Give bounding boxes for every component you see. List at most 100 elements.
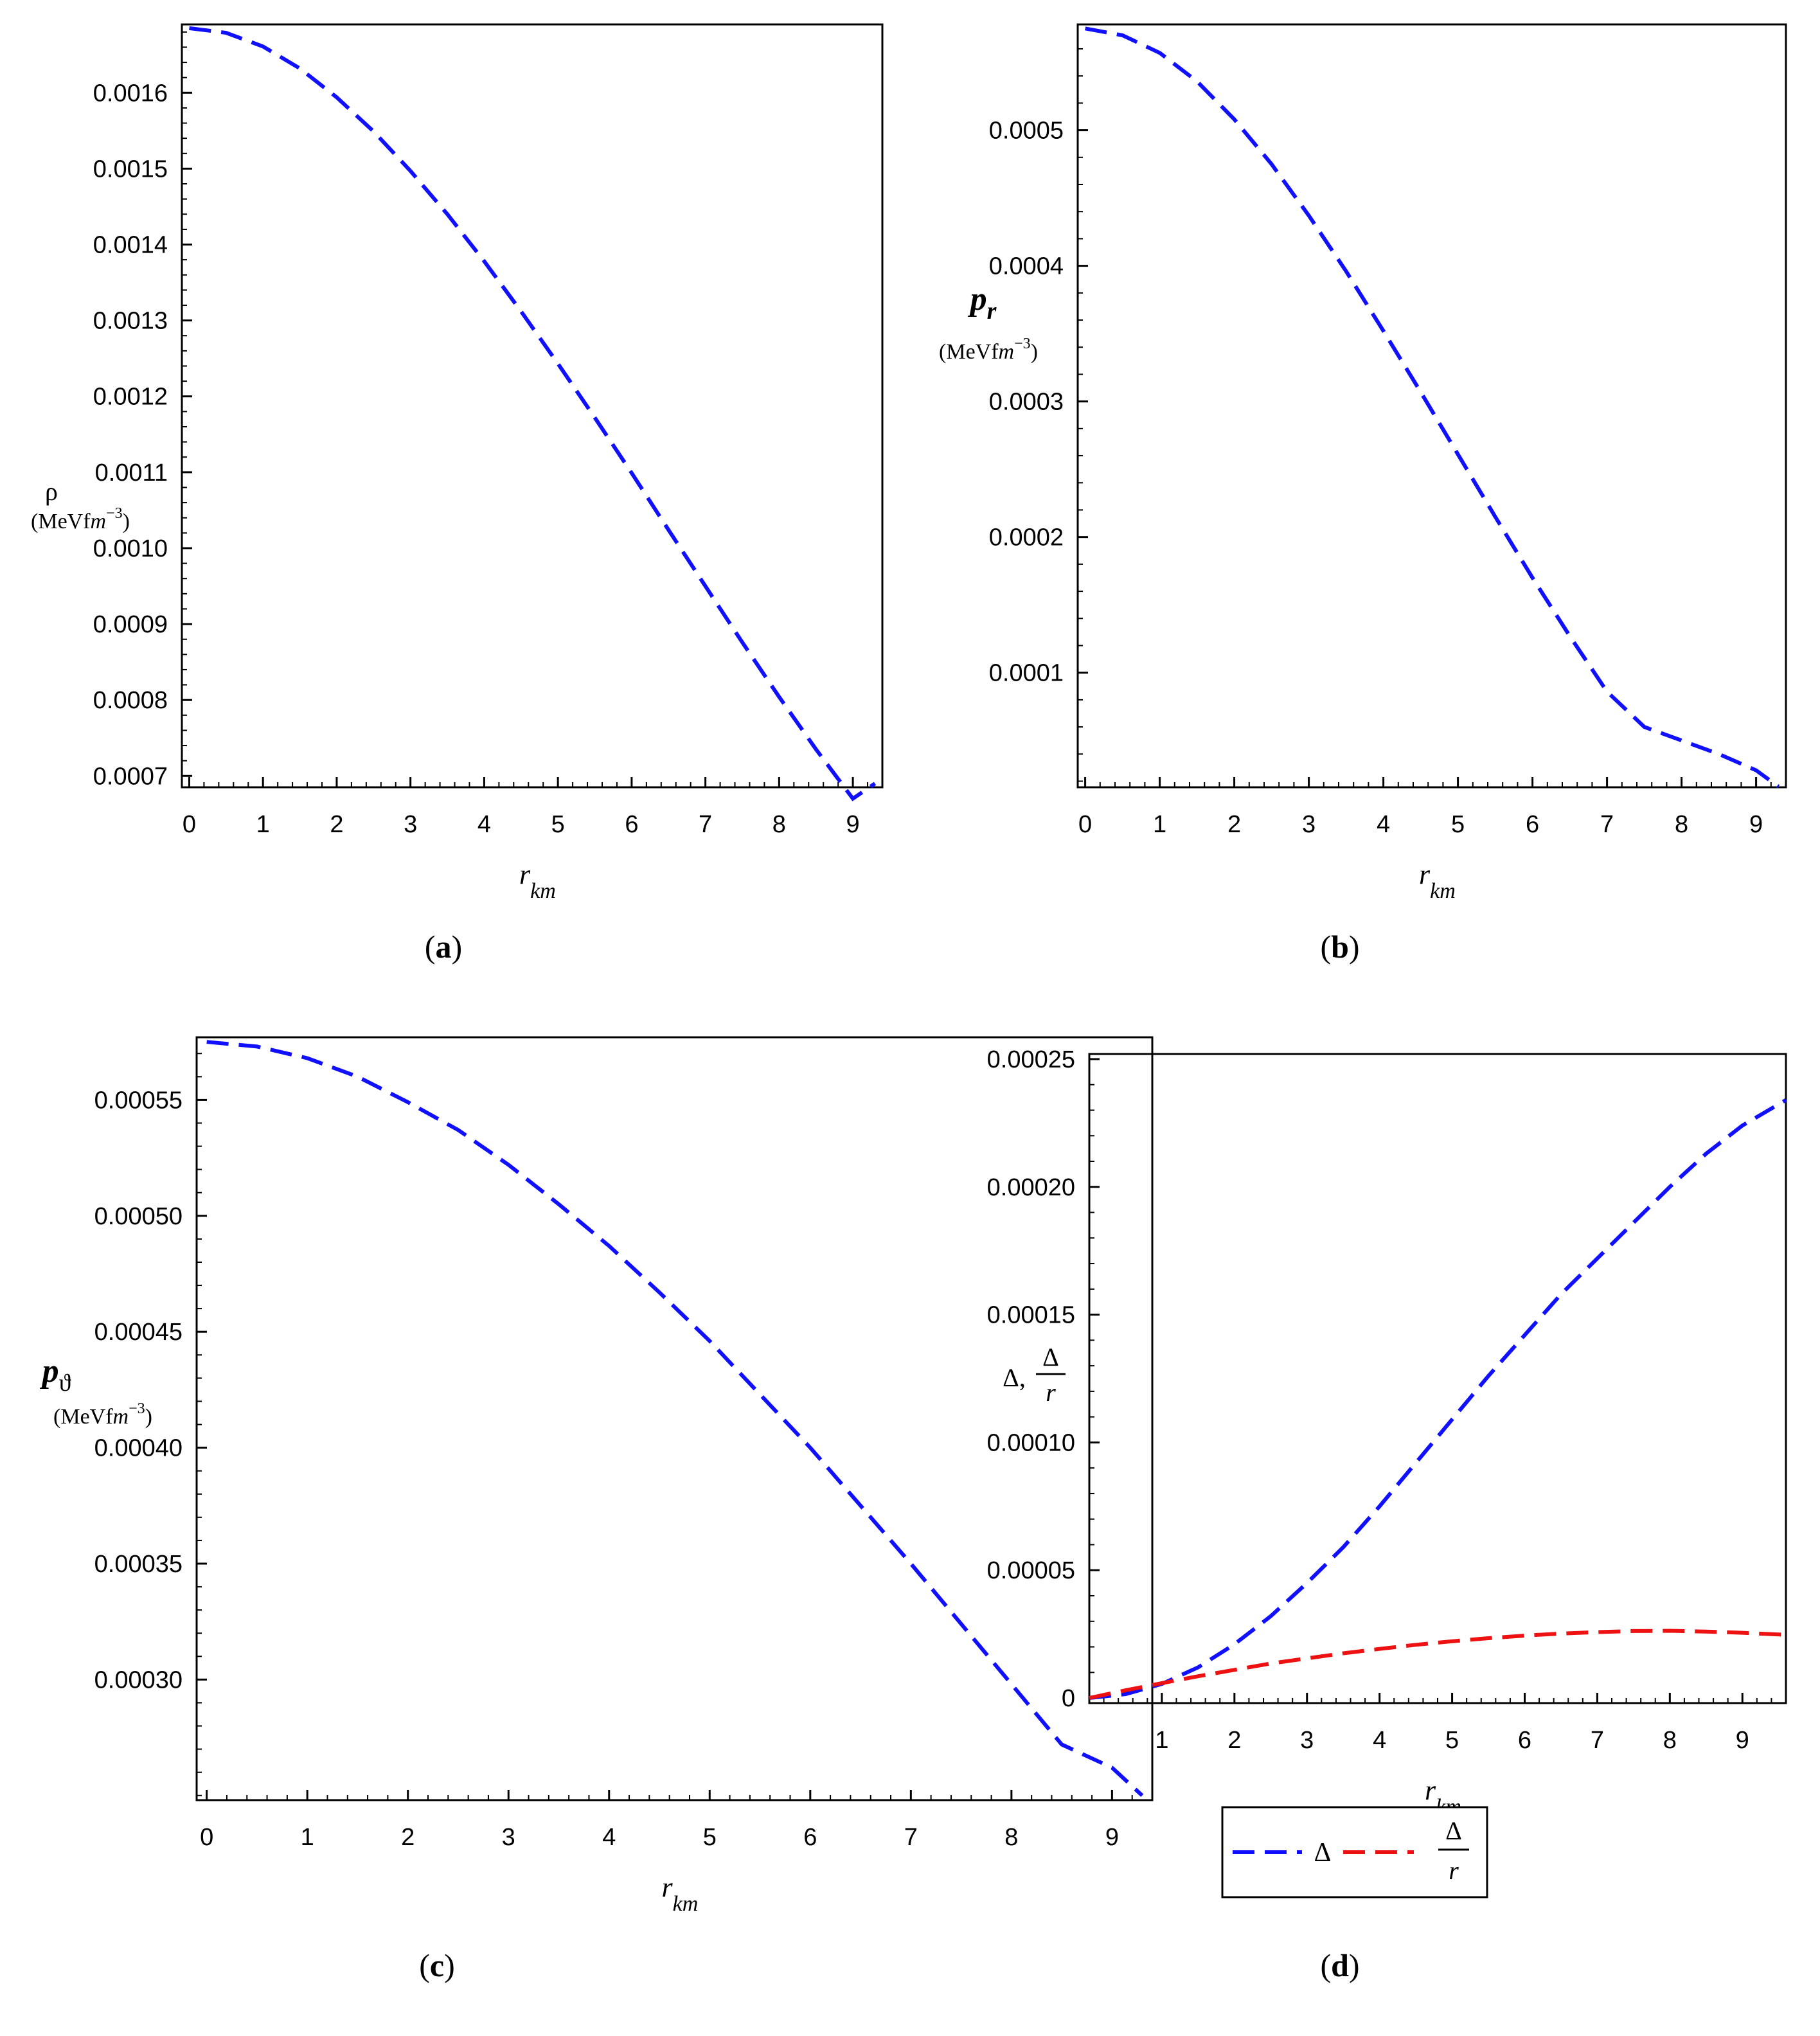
legend-frac-num: Δ: [1445, 1816, 1462, 1845]
series-line-delta: [1089, 1098, 1787, 1700]
series-line-p-r: [1085, 26, 1780, 789]
chart-panel-b: 0 1 2 3 4 5 6 7 8 9 0.0001 0.0002 0.0003 0.0004 0.0005…: [939, 23, 1787, 965]
x-tick-label: 5: [1445, 1727, 1459, 1754]
x-tick-label: 0: [183, 811, 196, 838]
x-tick-label: 0: [200, 1824, 213, 1851]
x-tick-label: 9: [846, 811, 860, 838]
y-tick-label: 0.0009: [93, 611, 168, 638]
x-tick-label: 9: [1736, 1727, 1749, 1754]
x-tick-label: 7: [1600, 811, 1614, 838]
y-tick-label: 0.0012: [93, 384, 168, 411]
x-tick-label: 6: [803, 1824, 817, 1851]
y-tick-label: 0.00025: [987, 1046, 1075, 1073]
y-tick-label: 0.00015: [987, 1302, 1075, 1329]
x-tick-label: 7: [699, 811, 712, 838]
panel-caption: (c): [419, 1947, 455, 1983]
x-tick-label: 2: [1227, 1727, 1241, 1754]
series-line-rho: [189, 26, 877, 801]
y-axis-unit: (MeVfm−3): [53, 1400, 152, 1429]
x-tick-label: 5: [551, 811, 565, 838]
x-tick-label: 2: [1227, 811, 1241, 838]
x-tick-label: 8: [772, 811, 786, 838]
x-tick-label: 4: [602, 1824, 616, 1851]
series-line-p-theta: [206, 1040, 1144, 1798]
x-tick-label: 1: [301, 1824, 314, 1851]
y-tick-label: 0.00050: [94, 1203, 183, 1230]
x-tick-label: 4: [1377, 811, 1390, 838]
x-tick-label: 3: [404, 811, 417, 838]
y-tick-label: 0.0003: [989, 389, 1064, 416]
plot-frame: [1088, 1053, 1787, 1704]
x-tick-label: 3: [1302, 811, 1316, 838]
x-tick-label: 7: [904, 1824, 918, 1851]
x-tick-label: 6: [625, 811, 638, 838]
y-tick-label: 0.0004: [989, 253, 1064, 280]
panel-caption: (d): [1320, 1947, 1359, 1983]
y-tick-label: 0.00040: [94, 1435, 183, 1462]
y-axis-delta: Δ,: [1003, 1363, 1026, 1392]
y-axis-symbol: pϑ: [40, 1353, 71, 1397]
x-tick-label: 3: [1300, 1727, 1314, 1754]
x-tick-label: 8: [1675, 811, 1688, 838]
x-tick-label: 1: [1153, 811, 1166, 838]
chart-panel-c: 0 1 2 3 4 5 6 7 8 9 0.00030 0.00035 0.00040 0.00045 0.…: [40, 1036, 1154, 1983]
x-tick-label: 1: [1155, 1727, 1168, 1754]
x-tick-label: 5: [1451, 811, 1465, 838]
x-tick-label: 3: [502, 1824, 515, 1851]
x-tick-label: 9: [1749, 811, 1763, 838]
y-tick-label: 0.0005: [989, 118, 1064, 145]
x-axis-label: rkm: [519, 859, 556, 903]
y-tick-label: 0.0007: [93, 763, 168, 790]
panel-caption: (b): [1320, 929, 1359, 965]
y-tick-label: 0.00045: [94, 1319, 183, 1346]
x-tick-label: 4: [477, 811, 491, 838]
legend-frac-den: r: [1449, 1856, 1459, 1885]
y-tick-label: 0.0002: [989, 524, 1064, 551]
x-tick-label: 8: [1663, 1727, 1677, 1754]
y-axis-frac-den: r: [1046, 1378, 1056, 1407]
y-tick-label: 0.0013: [93, 308, 168, 335]
panel-caption: (a): [425, 929, 462, 965]
x-tick-label: 2: [401, 1824, 415, 1851]
y-tick-label: 0.00005: [987, 1557, 1075, 1584]
chart-panel-d: 1 2 3 4 5 6 7 8 9 0 0.00005 0.00010 0.00015 0.00020 0.…: [987, 1046, 1787, 1983]
y-tick-label: 0.0015: [93, 156, 168, 183]
x-axis-label-sub: km: [1430, 879, 1456, 903]
x-axis-label: rkm: [662, 1871, 699, 1916]
plot-frame: [181, 23, 884, 789]
x-tick-label: 8: [1004, 1824, 1018, 1851]
x-tick-label: 7: [1591, 1727, 1604, 1754]
y-tick-label: 0.0016: [93, 80, 168, 107]
x-tick-label: 2: [330, 811, 343, 838]
legend-label-delta: Δ: [1314, 1838, 1331, 1868]
x-tick-label: 9: [1105, 1824, 1119, 1851]
y-axis-symbol: ρ: [45, 477, 58, 506]
y-tick-label: 0.0001: [989, 660, 1064, 687]
y-axis-unit: (MeVfm−3): [31, 505, 130, 533]
x-axis-label-sub: km: [530, 879, 556, 903]
x-tick-label: 6: [1526, 811, 1539, 838]
x-tick-label: 5: [703, 1824, 717, 1851]
y-tick-label: 0.00035: [94, 1551, 183, 1578]
plot-frame: [1076, 23, 1787, 789]
series-line-delta-r: [1089, 1629, 1787, 1700]
x-axis-label-sub: km: [673, 1892, 699, 1916]
y-axis-unit: (MeVfm−3): [939, 335, 1038, 364]
y-tick-label: 0.00030: [94, 1666, 183, 1693]
y-tick-label: 0.0014: [93, 232, 168, 259]
x-tick-label: 4: [1373, 1727, 1386, 1754]
x-tick-label: 6: [1518, 1727, 1531, 1754]
y-tick-label: 0: [1062, 1685, 1075, 1712]
y-axis-frac-num: Δ: [1042, 1343, 1059, 1371]
y-tick-label: 0.00020: [987, 1174, 1075, 1201]
chart-panel-a: 0 1 2 3 4 5 6 7 8 9 0.0007 0.0008 0.0009 0.0010 0.0011…: [31, 23, 884, 965]
plot-frame: [195, 1036, 1154, 1801]
x-tick-label: 1: [256, 811, 270, 838]
legend: Δ Δr: [1221, 1806, 1488, 1898]
x-tick-label: 0: [1078, 811, 1092, 838]
y-tick-label: 0.0008: [93, 687, 168, 714]
y-axis-symbol: pr: [968, 281, 997, 325]
y-tick-label: 0.00055: [94, 1087, 183, 1114]
y-tick-label: 0.0011: [95, 460, 168, 487]
